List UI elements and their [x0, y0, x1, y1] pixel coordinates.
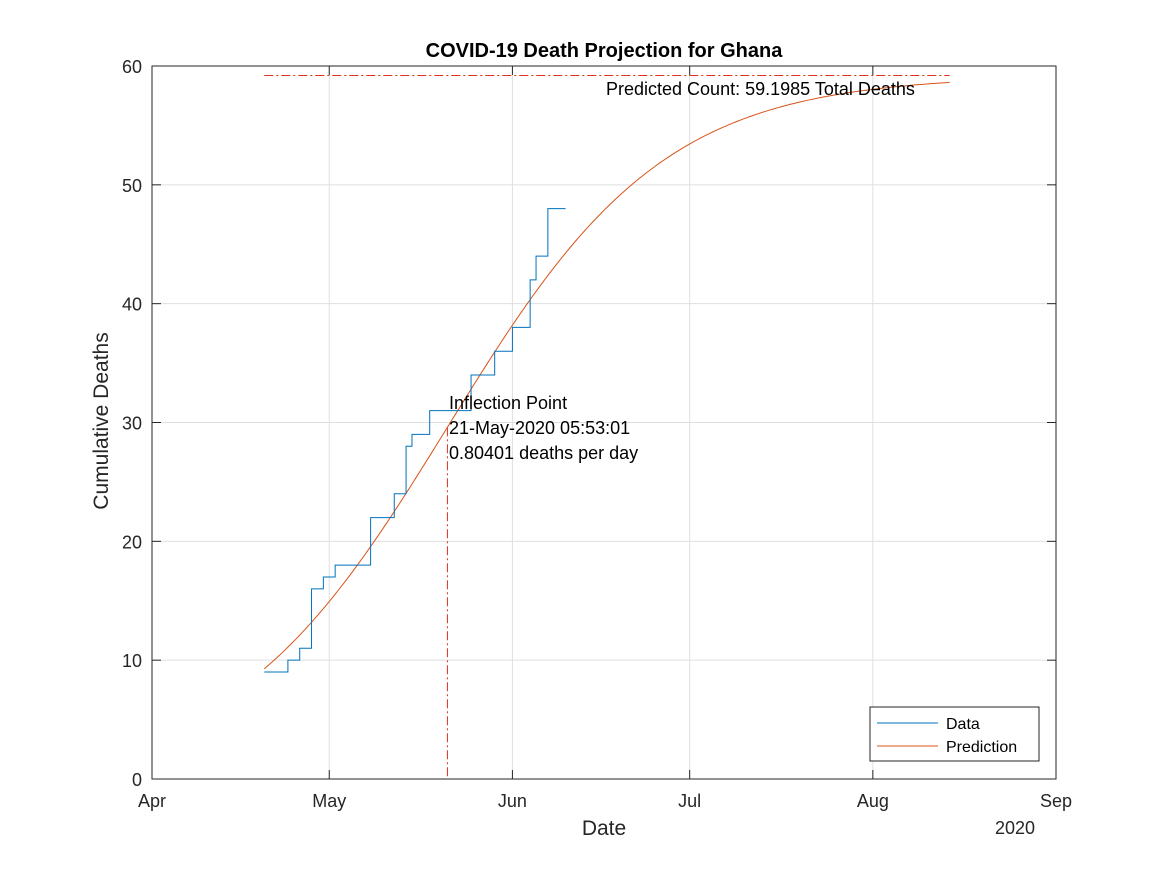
legend-box [869, 706, 1040, 762]
axis-ticks: Apr May Jun Jul Aug Sep 0 10 20 30 40 50 60 [122, 57, 1072, 811]
inflection-annotation: Inflection Point 21-May-2020 05:53:01 0.… [449, 393, 638, 463]
y-tick-label: 30 [122, 414, 142, 434]
inflection-annotation-line: 21-May-2020 05:53:01 [449, 418, 630, 438]
x-tick-label: Jul [678, 791, 701, 811]
y-tick-label: 40 [122, 295, 142, 315]
predicted-count-annotation: Predicted Count: 59.1985 Total Deaths [606, 79, 915, 99]
y-tick-label: 10 [122, 651, 142, 671]
chart-title: COVID-19 Death Projection for Ghana [426, 40, 784, 62]
legend-label-prediction: Prediction [946, 739, 1017, 756]
y-tick-label: 60 [122, 57, 142, 77]
inflection-annotation-line: 0.80401 deaths per day [449, 443, 638, 463]
x-axis-year-label: 2020 [995, 818, 1035, 838]
legend: Data Prediction [869, 706, 1040, 762]
y-axis-label: Cumulative Deaths [90, 332, 113, 509]
x-tick-label: Apr [138, 791, 166, 811]
legend-label-data: Data [946, 716, 980, 733]
inflection-annotation-line: Inflection Point [449, 393, 567, 413]
y-tick-label: 20 [122, 532, 142, 552]
grid-lines [152, 66, 1056, 779]
series-lines [263, 81, 950, 673]
x-tick-label: Aug [857, 791, 889, 811]
data-line [264, 208, 566, 673]
prediction-line [263, 81, 950, 670]
x-tick-label: Sep [1040, 791, 1072, 811]
x-tick-label: May [312, 791, 346, 811]
x-tick-label: Jun [498, 791, 527, 811]
y-tick-label: 0 [132, 770, 142, 790]
guide-lines [264, 75, 950, 779]
x-axis-label: Date [582, 817, 626, 840]
y-tick-label: 50 [122, 176, 142, 196]
